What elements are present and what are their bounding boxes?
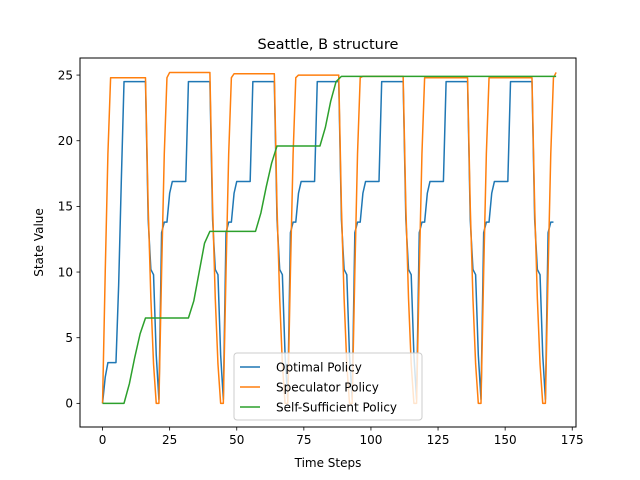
x-tick-label: 50 (229, 433, 244, 447)
y-tick-label: 20 (58, 134, 73, 148)
legend-box (233, 352, 423, 421)
x-tick-label: 25 (162, 433, 177, 447)
y-tick-label: 15 (58, 200, 73, 214)
x-tick-label: 100 (359, 433, 382, 447)
y-tick-label: 10 (58, 265, 73, 279)
x-tick-label: 175 (561, 433, 584, 447)
x-tick-label: 75 (296, 433, 311, 447)
legend-label-0: Optimal Policy (276, 360, 362, 374)
x-tick-label: 150 (494, 433, 517, 447)
series-line-1 (101, 71, 557, 405)
y-tick-label: 25 (58, 68, 73, 82)
y-axis-label: State Value (32, 208, 46, 277)
x-axis-ticks: 0 25 50 75 100 125 150 175 (99, 427, 584, 447)
series-layer (101, 71, 557, 405)
x-tick-label: 0 (99, 433, 107, 447)
plot-frame (79, 57, 577, 428)
legend-label-2: Self-Sufficient Policy (276, 400, 397, 414)
legend: Optimal Policy Speculator Policy Self-Suff… (233, 352, 423, 421)
y-tick-label: 5 (65, 331, 73, 345)
y-axis-ticks: 0 5 10 15 20 25 (58, 68, 80, 411)
legend-label-1: Speculator Policy (276, 380, 379, 394)
x-tick-label: 125 (427, 433, 450, 447)
y-tick-label: 0 (65, 397, 73, 411)
chart-title: Seattle, B structure (258, 37, 399, 53)
x-axis-label: Time Steps (294, 456, 362, 470)
series-line-2 (102, 75, 557, 405)
